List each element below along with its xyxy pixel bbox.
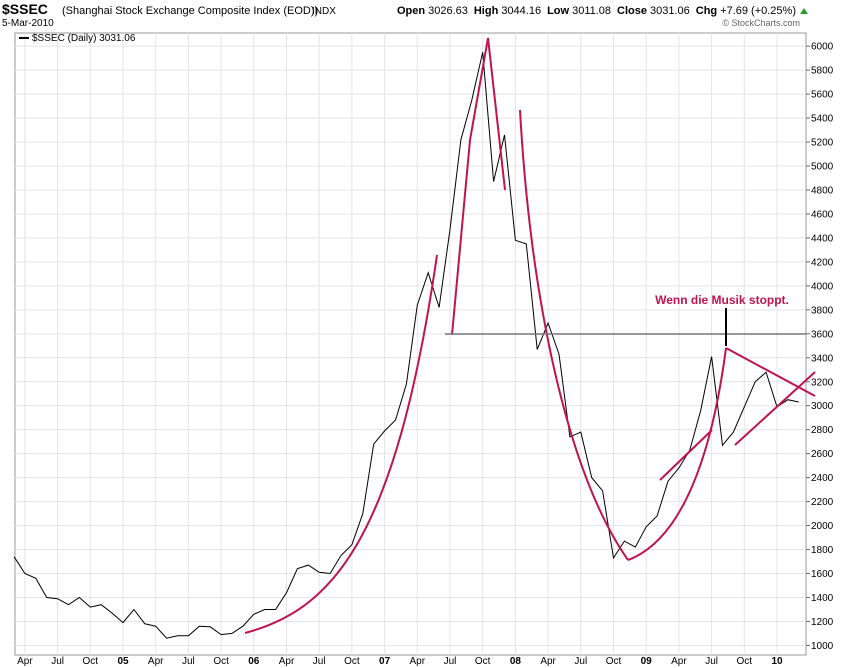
x-tick-label: Apr [17, 656, 33, 667]
y-tick-label: 5800 [811, 66, 834, 77]
symbol: $SSEC [2, 1, 48, 17]
y-tick-label: 4800 [811, 185, 834, 196]
x-tick-label: 05 [117, 656, 129, 667]
y-tick-label: 6000 [811, 42, 834, 53]
trend-curve [487, 37, 506, 191]
x-tick-label: Oct [606, 656, 622, 667]
quote-label: Chg [696, 5, 717, 17]
x-tick-label: Apr [540, 656, 556, 667]
x-tick-label: Jul [182, 656, 195, 667]
x-tick-label: Oct [737, 656, 753, 667]
quote-value: 3031.06 [650, 5, 690, 17]
y-tick-label: 1800 [811, 545, 834, 556]
y-tick-label: 4000 [811, 281, 834, 292]
quote-label: High [474, 5, 499, 17]
y-tick-label: 1000 [811, 641, 834, 652]
credit: © StockCharts.com [722, 18, 800, 28]
y-tick-label: 2000 [811, 521, 834, 532]
y-tick-label: 3400 [811, 353, 834, 364]
y-tick-label: 3200 [811, 377, 834, 388]
x-tick-label: Jul [705, 656, 718, 667]
x-tick-label: Jul [51, 656, 64, 667]
y-tick-label: 3800 [811, 305, 834, 316]
trend-curve [725, 347, 816, 397]
x-tick-label: Apr [279, 656, 295, 667]
y-tick-label: 1200 [811, 617, 834, 628]
y-tick-label: 2200 [811, 497, 834, 508]
description: (Shanghai Stock Exchange Composite Index… [62, 5, 318, 17]
legend-label: $SSEC (Daily) 3031.06 [32, 33, 136, 44]
trend-curve [734, 371, 816, 446]
y-tick-label: 3000 [811, 401, 834, 412]
trend-curve [451, 37, 489, 336]
x-tick-label: 07 [379, 656, 391, 667]
trend-curve [519, 109, 629, 561]
y-tick-label: 2800 [811, 425, 834, 436]
quote-label: Close [617, 5, 647, 17]
date: 5-Mar-2010 [2, 18, 54, 29]
x-tick-label: 10 [771, 656, 783, 667]
quote-value: 3011.08 [572, 5, 611, 17]
exchange: INDX [312, 6, 336, 17]
quote-value: 3026.63 [428, 5, 468, 17]
y-tick-label: 5600 [811, 90, 834, 101]
y-tick-label: 2600 [811, 449, 834, 460]
y-tick-label: 1400 [811, 593, 834, 604]
x-tick-label: Jul [444, 656, 457, 667]
y-tick-label: 4400 [811, 233, 834, 244]
x-tick-label: 08 [510, 656, 522, 667]
quote-value: 3044.16 [501, 5, 541, 17]
quote: Open 3026.63 High 3044.16 Low 3011.08 Close 303… [397, 5, 796, 17]
quote-label: Open [397, 5, 425, 17]
quote-value: +7.69 (+0.25%) [720, 5, 796, 17]
y-tick-label: 2400 [811, 473, 834, 484]
x-tick-label: Apr [148, 656, 164, 667]
y-tick-label: 3600 [811, 329, 834, 340]
x-tick-label: 06 [248, 656, 260, 667]
y-tick-label: 5000 [811, 162, 834, 173]
plot: 1000 1200 1400 1600 1800 2000 2200 2400 2600 2800… [13, 32, 834, 667]
y-tick-label: 5400 [811, 114, 834, 125]
trend-curve [659, 429, 713, 481]
y-tick-label: 5200 [811, 138, 834, 149]
up-arrow [800, 8, 808, 14]
y-tick-label: 4200 [811, 257, 834, 268]
trend-curve [244, 254, 438, 634]
x-tick-label: Oct [475, 656, 491, 667]
x-tick-label: Jul [313, 656, 326, 667]
trend-curve [627, 347, 727, 561]
x-tick-label: Oct [213, 656, 229, 667]
plot-frame [14, 32, 807, 656]
x-tick-label: 09 [641, 656, 653, 667]
x-tick-label: Oct [344, 656, 360, 667]
x-tick-label: Oct [83, 656, 99, 667]
x-tick-label: Apr [671, 656, 687, 667]
y-tick-label: 4600 [811, 209, 834, 220]
x-tick-label: Jul [574, 656, 587, 667]
quote-label: Low [547, 5, 569, 17]
price-line [13, 52, 799, 639]
y-tick-label: 1600 [811, 569, 834, 580]
annotation: Wenn die Musik stoppt. [655, 293, 789, 307]
x-tick-label: Apr [410, 656, 426, 667]
